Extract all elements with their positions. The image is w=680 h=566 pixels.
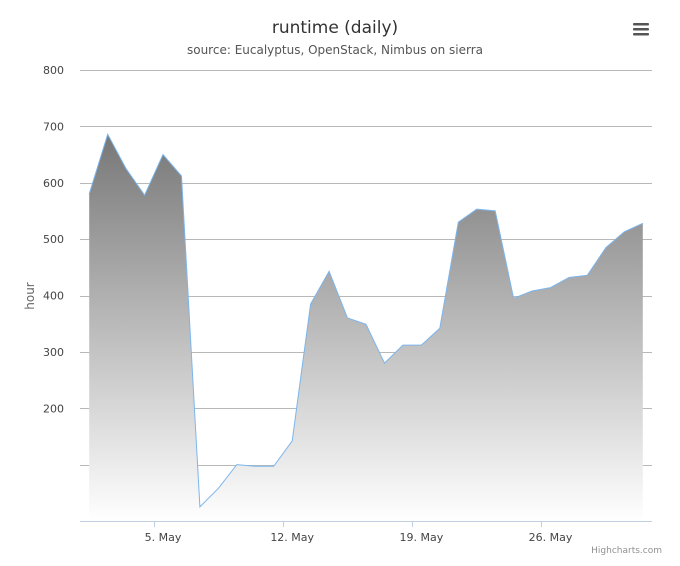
x-tick-label: 12. May xyxy=(270,531,314,544)
y-tick-label: 800 xyxy=(43,64,64,77)
chart-title: runtime (daily) xyxy=(272,18,398,38)
x-tick-label: 5. May xyxy=(145,531,182,544)
y-axis-title: hour xyxy=(23,282,37,310)
x-axis-ticks: 5. May 12. May 19. May 26. May xyxy=(145,521,573,544)
x-tick-label: 19. May xyxy=(399,531,443,544)
y-tick-label: 400 xyxy=(43,290,64,303)
series-line xyxy=(88,133,644,509)
y-tick-label: 700 xyxy=(43,120,64,133)
x-tick-label: 26. May xyxy=(529,531,573,544)
y-axis-ticks: 200 300 400 500 600 700 800 xyxy=(43,64,64,415)
series-area xyxy=(80,133,652,522)
chart-subtitle: source: Eucalyptus, OpenStack, Nimbus on… xyxy=(187,43,483,57)
y-tick-label: 200 xyxy=(43,402,64,415)
y-tick-label: 600 xyxy=(43,177,64,190)
y-tick-label: 500 xyxy=(43,233,64,246)
hamburger-menu-icon[interactable] xyxy=(628,16,656,42)
credits-link[interactable]: Highcharts.com xyxy=(591,546,662,556)
series-area-fill xyxy=(89,134,643,522)
y-tick-label: 300 xyxy=(43,346,64,359)
